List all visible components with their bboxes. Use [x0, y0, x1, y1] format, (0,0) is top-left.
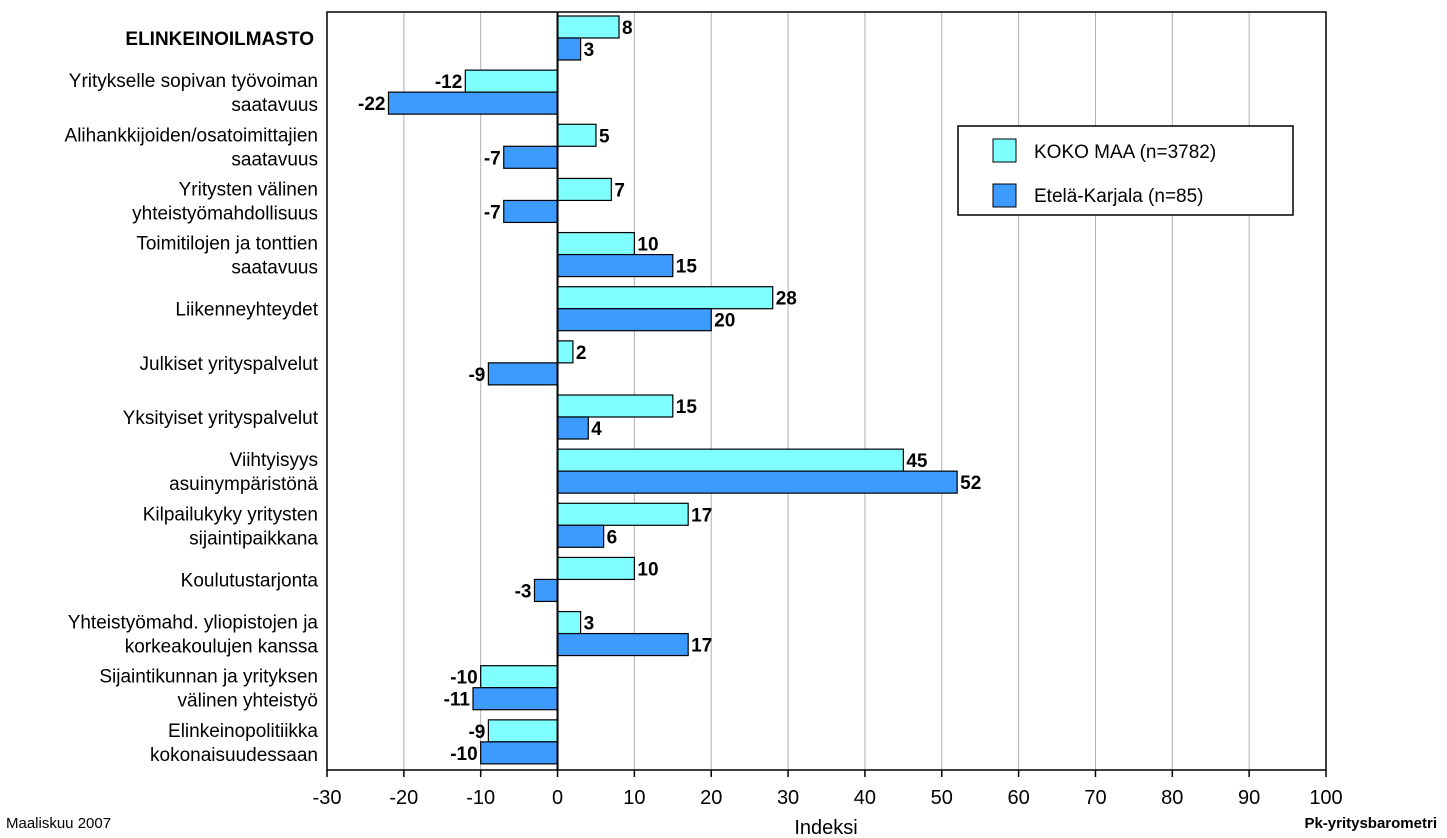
bar-value-label: 20 — [714, 311, 735, 332]
category-label: Toimitilojen ja tonttien saatavuus — [136, 234, 318, 279]
category-label: Elinkeinopolitiikka kokonaisuudessaan — [150, 721, 318, 766]
bar-etela-karjala — [480, 741, 559, 765]
bar-value-label: 17 — [691, 636, 712, 657]
category-label: Julkiset yrityspalvelut — [140, 354, 319, 375]
bar-value-label: 10 — [637, 559, 658, 580]
bar-value-label: -7 — [484, 202, 501, 223]
bar-etela-karjala — [556, 253, 674, 278]
bar-koko-maa — [556, 610, 582, 635]
category-label: Liikenneyhteydet — [175, 300, 318, 321]
bar-value-label: 4 — [591, 419, 602, 440]
bar-koko-maa — [556, 15, 620, 39]
category-label: Viihtyisyys asuinympäristönä — [169, 450, 318, 495]
category-label: Alihankkijoiden/osatoimittajien saatavuus — [65, 125, 318, 170]
bar-value-label: 17 — [691, 505, 712, 526]
bar-etela-karjala — [487, 362, 559, 386]
category-label: Yritysten välinen yhteistyömahdollisuus — [132, 179, 318, 224]
footer-source: Pk-yritysbarometri — [1304, 815, 1437, 832]
bar-etela-karjala — [556, 37, 582, 61]
bar-koko-maa — [464, 69, 559, 93]
bar-etela-karjala — [556, 524, 605, 548]
x-tick-label: 80 — [1161, 787, 1183, 809]
legend: KOKO MAA (n=3782) Etelä-Karjala (n=85) — [957, 125, 1294, 216]
bar-value-label: 10 — [637, 235, 658, 256]
bar-koko-maa — [556, 286, 774, 310]
bar-value-label: 28 — [776, 289, 797, 310]
bar-etela-karjala — [556, 308, 712, 332]
bar-koko-maa — [487, 719, 559, 743]
bar-koko-maa — [556, 556, 635, 581]
bar-value-label: 7 — [614, 180, 625, 201]
bar-koko-maa — [556, 502, 689, 526]
x-tick-label: -30 — [313, 787, 342, 809]
category-label: Koulutustarjonta — [181, 570, 319, 591]
bar-value-label: 15 — [676, 257, 698, 278]
x-tick-label: 10 — [623, 787, 645, 809]
bar-koko-maa — [556, 177, 612, 202]
bar-value-label: 2 — [576, 343, 587, 364]
category-label: Sijaintikunnan ja yrityksen välinen yhtei… — [99, 667, 318, 712]
bar-value-label: 8 — [622, 18, 633, 39]
bar-value-label: -10 — [450, 744, 477, 765]
x-tick-label: 70 — [1084, 787, 1106, 809]
x-tick-label: 30 — [777, 787, 799, 809]
category-label: Yksityiset yrityspalvelut — [123, 408, 319, 429]
bar-value-label: -10 — [450, 668, 477, 689]
bar-value-label: -12 — [435, 72, 462, 93]
bar-value-label: 15 — [676, 397, 698, 418]
bar-koko-maa — [556, 231, 635, 256]
x-axis-title: Indeksi — [794, 817, 857, 838]
x-tick-label: 100 — [1309, 787, 1342, 809]
bar-value-label: 52 — [960, 473, 981, 494]
category-label: Kilpailukyky yritysten sijaintipaikkana — [143, 504, 319, 549]
category-labels: ELINKEINOILMASTO Yritykselle sopivan työv… — [65, 29, 319, 766]
bar-koko-maa — [556, 123, 597, 147]
bar-value-label: -22 — [358, 94, 385, 115]
bar-value-label: -9 — [468, 722, 485, 743]
bar-value-label: -3 — [515, 581, 532, 602]
bar-koko-maa — [556, 340, 574, 364]
bar-etela-karjala — [533, 578, 559, 603]
x-tick-label: -10 — [466, 787, 495, 809]
category-label: Yritykselle sopivan työvoiman saatavuus — [69, 71, 318, 116]
x-tick-label: 20 — [700, 787, 722, 809]
category-label: Yhteistyömahd. yliopistojen ja korkeakoul… — [68, 613, 319, 658]
bar-koko-maa — [480, 665, 559, 689]
legend-label-koko-maa: KOKO MAA (n=3782) — [1034, 142, 1216, 163]
bar-koko-maa — [556, 448, 904, 472]
bar-value-label: -7 — [484, 148, 501, 169]
bar-value-label: -9 — [468, 365, 485, 386]
bars: 8 3 -12 -22 5 -7 7 -7 10 15 28 20 2 -9 15 4 45 52 17 6 10 -3 3… — [358, 15, 981, 765]
footer-date: Maaliskuu 2007 — [6, 815, 112, 832]
plot-area — [326, 11, 1327, 771]
bar-etela-karjala — [556, 416, 589, 440]
bar-koko-maa — [556, 394, 674, 418]
bar-etela-karjala — [503, 199, 559, 224]
bar-etela-karjala — [556, 632, 689, 657]
x-tick-label: 50 — [931, 787, 953, 809]
bar-etela-karjala — [387, 91, 559, 115]
bar-value-label: 45 — [906, 451, 928, 472]
bar-etela-karjala — [472, 687, 559, 711]
section-header-label: ELINKEINOILMASTO — [125, 29, 314, 50]
legend-swatch-koko-maa — [992, 138, 1017, 163]
legend-swatch-etela-karjala — [992, 183, 1017, 208]
x-tick-label: 60 — [1007, 787, 1029, 809]
bar-value-label: 6 — [607, 527, 618, 548]
x-tick-label: -20 — [389, 787, 418, 809]
bar-value-label: 5 — [599, 126, 610, 147]
bar-etela-karjala — [503, 145, 559, 169]
x-tick-label: 0 — [552, 787, 563, 809]
legend-label-etela-karjala: Etelä-Karjala (n=85) — [1034, 186, 1204, 207]
x-axis-ticks: -30 -20 -10 0 10 20 30 40 50 60 70 80 90 100 — [313, 770, 1343, 809]
bar-etela-karjala — [556, 470, 958, 494]
x-tick-label: 40 — [854, 787, 876, 809]
x-tick-label: 90 — [1238, 787, 1260, 809]
bar-value-label: 3 — [584, 40, 595, 61]
bar-value-label: -11 — [444, 690, 471, 711]
bar-value-label: 3 — [584, 614, 595, 635]
